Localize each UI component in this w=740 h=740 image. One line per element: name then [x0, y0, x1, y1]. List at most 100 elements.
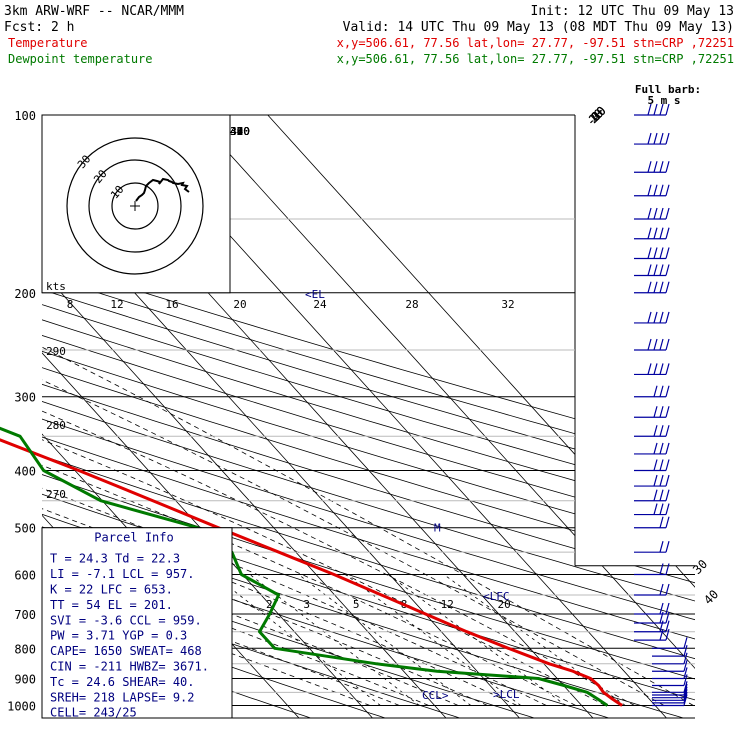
wind-barb-flag — [647, 161, 652, 173]
wind-barb-flag — [665, 425, 670, 437]
mixing-ratio-label: 3 — [303, 598, 310, 611]
wind-barb-flag — [659, 628, 664, 641]
dry-adiabat-line — [42, 115, 386, 718]
wind-barb-flag — [659, 503, 664, 515]
parcel-info-row: CIN = -211 HWBZ= 3671. — [50, 660, 209, 674]
wind-barb — [634, 264, 670, 277]
hodograph-ring — [88, 159, 182, 253]
mixing-ratio-label: 2 — [266, 598, 273, 611]
pressure-label: 1000 — [7, 699, 36, 713]
wind-barb-flag — [653, 281, 658, 293]
inset-axis-label: 32 — [501, 298, 514, 311]
wind-barb — [652, 686, 688, 699]
wind-barb-flag — [665, 281, 670, 293]
wind-barb-flag — [683, 644, 688, 657]
wind-barb — [634, 503, 670, 516]
wind-barb-flag — [683, 660, 688, 672]
wind-barb — [652, 667, 688, 680]
parcel-info-row: SVI = -3.6 CCL = 959. — [50, 613, 202, 627]
wind-barb-flag — [665, 459, 670, 471]
wind-barb-flag — [659, 406, 664, 418]
wind-barb-flag — [653, 503, 658, 515]
wind-barb-flag — [653, 489, 658, 501]
wind-barb — [634, 628, 670, 641]
wind-barb-flag — [665, 161, 670, 173]
parcel-info-title: Parcel Info — [94, 531, 173, 545]
wind-barb-flag — [683, 667, 688, 679]
wind-barb-flag — [647, 247, 652, 259]
wind-barb-flag — [647, 184, 652, 196]
wind-barb-flag — [659, 442, 664, 455]
wind-barb — [634, 247, 670, 260]
theta-label: 380 — [230, 125, 250, 138]
dry-adiabat-line — [42, 115, 695, 718]
isotherm-line — [42, 115, 382, 718]
forecast-hour: Fcst: 2 h — [4, 20, 74, 35]
barb-legend-unit: 5 m s — [647, 94, 680, 107]
wind-barb-flag — [683, 681, 688, 693]
wind-barb-flag — [653, 338, 658, 351]
theta-label: 410 — [230, 125, 250, 138]
wind-barb — [634, 406, 670, 418]
wind-barb-flag — [659, 103, 664, 116]
mixing-ratio-line — [298, 574, 472, 706]
wind-barb — [634, 311, 670, 324]
theta-side-label: 280 — [46, 419, 66, 432]
wind-barb — [634, 132, 670, 145]
wind-barb — [652, 660, 688, 672]
theta-label: 440 — [230, 125, 250, 138]
dry-adiabat-line — [42, 115, 695, 718]
wind-barb-flag — [653, 406, 658, 418]
wind-barb-flag — [653, 363, 658, 375]
theta-label: 370 — [230, 125, 250, 138]
wind-barb — [634, 103, 670, 116]
wind-barb-flag — [653, 132, 658, 145]
inset-axis-label: 28 — [405, 298, 418, 311]
wind-barb-flag — [647, 363, 652, 375]
isotherm-line — [193, 115, 695, 718]
wind-barb-flag — [659, 541, 664, 553]
parcel-info-row: CAPE= 1650 SWEAT= 468 — [50, 644, 202, 658]
isotherm-label: 40 — [701, 587, 721, 607]
mixing-ratio-label: 5 — [353, 598, 360, 611]
wind-barb-flag — [665, 103, 670, 116]
wind-barb-flag — [659, 247, 664, 259]
wind-barb-flag — [665, 602, 670, 615]
wind-barb-flag — [659, 363, 664, 375]
dry-adiabat-line — [42, 115, 695, 718]
wind-barb-flag — [653, 207, 658, 220]
wind-barb-flag — [665, 611, 670, 624]
wind-barb-flag — [647, 338, 652, 351]
parcel-info-panel — [41, 527, 233, 719]
wind-barb-flag — [659, 583, 664, 596]
wind-barb — [634, 516, 670, 529]
wind-barb-flag — [665, 184, 670, 196]
wind-barb-flag — [653, 425, 658, 437]
pressure-label: 500 — [14, 522, 36, 536]
wind-barb — [634, 425, 670, 437]
mixing-ratio-line — [212, 574, 381, 706]
pressure-label: 700 — [14, 608, 36, 622]
wind-barb-flag — [683, 674, 688, 686]
wind-barb-flag — [653, 264, 658, 276]
wind-barb — [634, 385, 670, 398]
wind-barb-flag — [659, 161, 664, 173]
parcel-info-row: TT = 54 EL = 201. — [50, 598, 173, 612]
wind-barb-flag — [653, 103, 658, 116]
wind-barb-flag — [665, 474, 670, 487]
wind-barb-flag — [683, 694, 688, 706]
hodograph-ring — [66, 137, 204, 275]
wind-barb-flag — [665, 311, 670, 324]
isotherm-line — [42, 115, 456, 718]
parcel-info-row: T = 24.3 Td = 22.3 — [50, 552, 180, 566]
hodograph-ring — [111, 182, 159, 230]
wind-barb-flag — [659, 264, 664, 276]
wind-barb — [652, 652, 688, 665]
dry-adiabat-line — [42, 115, 695, 718]
valid-time: Valid: 14 UTC Thu 09 May 13 (08 MDT Thu … — [343, 20, 734, 35]
wind-barb-flag — [665, 207, 670, 220]
inset-axis-label: 20 — [233, 298, 246, 311]
wind-barb-flag — [683, 686, 688, 698]
wind-barb — [634, 363, 670, 376]
wind-barb-flag — [653, 247, 658, 259]
